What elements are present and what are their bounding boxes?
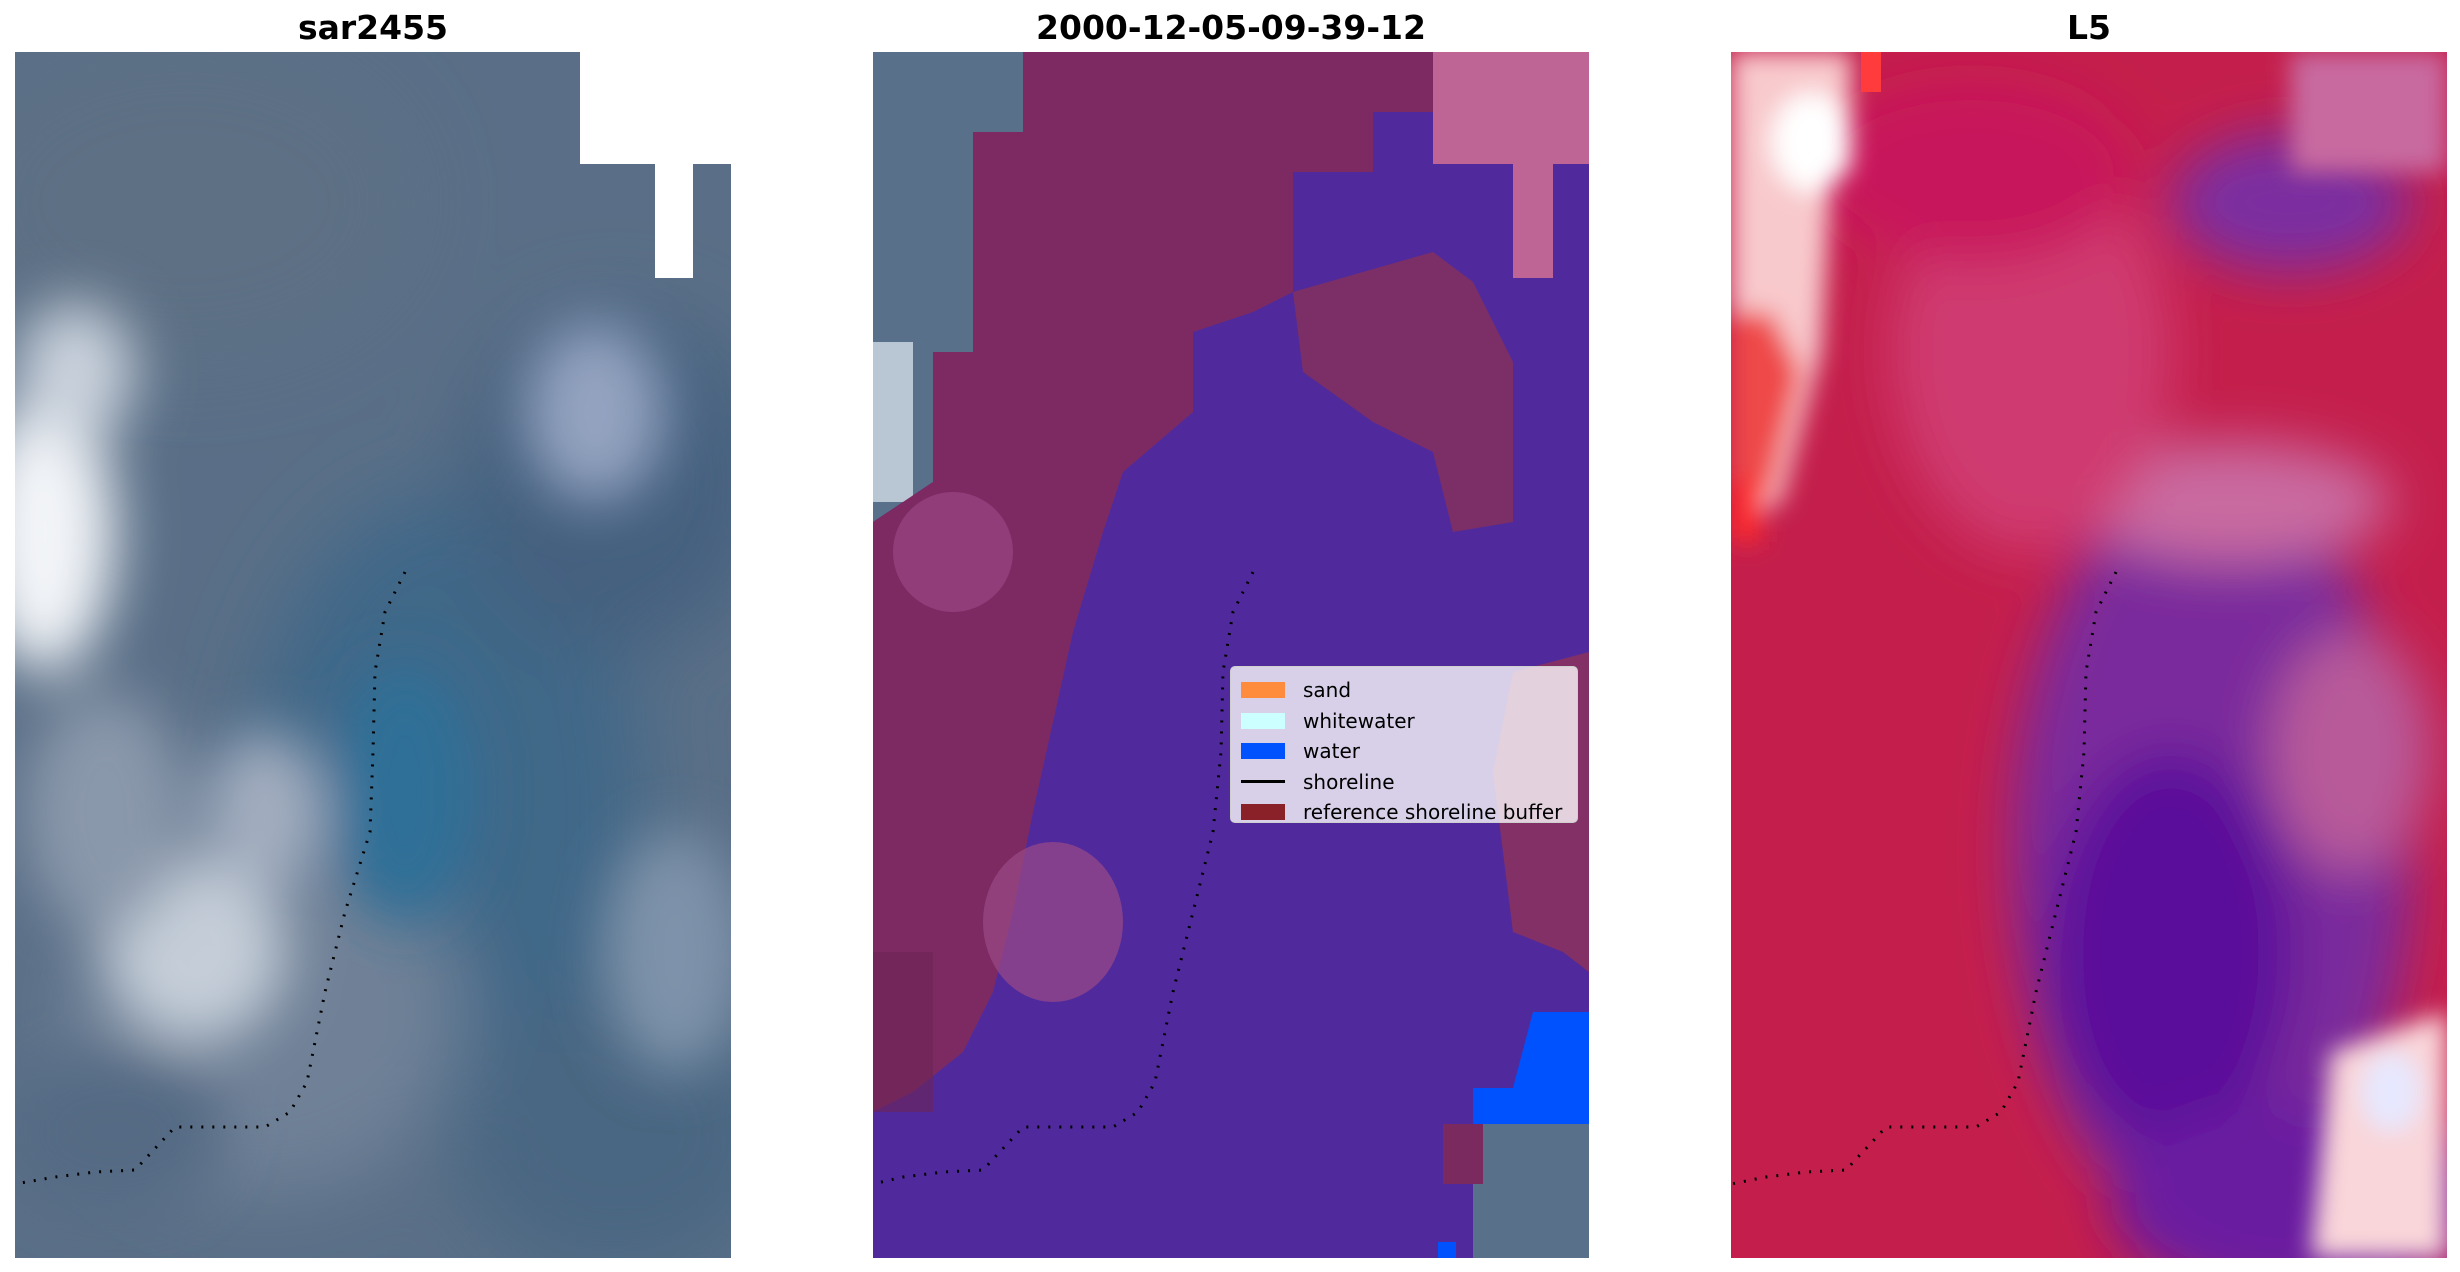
legend-label: water: [1303, 739, 1360, 764]
legend: sand whitewater water shoreline referenc…: [1230, 666, 1578, 824]
reference-buffer-swatch: [1241, 804, 1285, 821]
legend-item-water: water: [1241, 736, 1567, 767]
panel-title-index: L5: [2067, 8, 2111, 47]
index-image-panel: [1731, 52, 2447, 1258]
rgb-image-panel: [15, 52, 731, 1258]
legend-item-shoreline: shoreline: [1241, 767, 1567, 798]
shoreline-swatch: [1241, 780, 1285, 784]
legend-item-reference-buffer: reference shoreline buffer: [1241, 797, 1567, 828]
classified-image-panel: [873, 52, 1589, 1258]
legend-item-whitewater: whitewater: [1241, 706, 1567, 737]
panel-title-rgb: sar2455: [297, 8, 449, 47]
index-image: [1731, 52, 2447, 1258]
panel-title-classified: 2000-12-05-09-39-12: [1036, 8, 1426, 47]
legend-label: sand: [1303, 678, 1352, 703]
water-swatch: [1241, 743, 1285, 760]
sand-swatch: [1241, 682, 1285, 699]
legend-label: reference shoreline buffer: [1303, 800, 1563, 825]
shoreline-dots: [15, 571, 407, 1186]
whitewater-swatch: [1241, 712, 1285, 729]
legend-item-sand: sand: [1241, 675, 1567, 706]
classified-image: [873, 52, 1589, 1258]
rgb-image: [15, 52, 731, 1258]
legend-label: whitewater: [1303, 708, 1415, 733]
shoreline-dots: [1731, 571, 2118, 1186]
shoreline-dots: [873, 571, 1255, 1186]
legend-label: shoreline: [1303, 769, 1395, 794]
